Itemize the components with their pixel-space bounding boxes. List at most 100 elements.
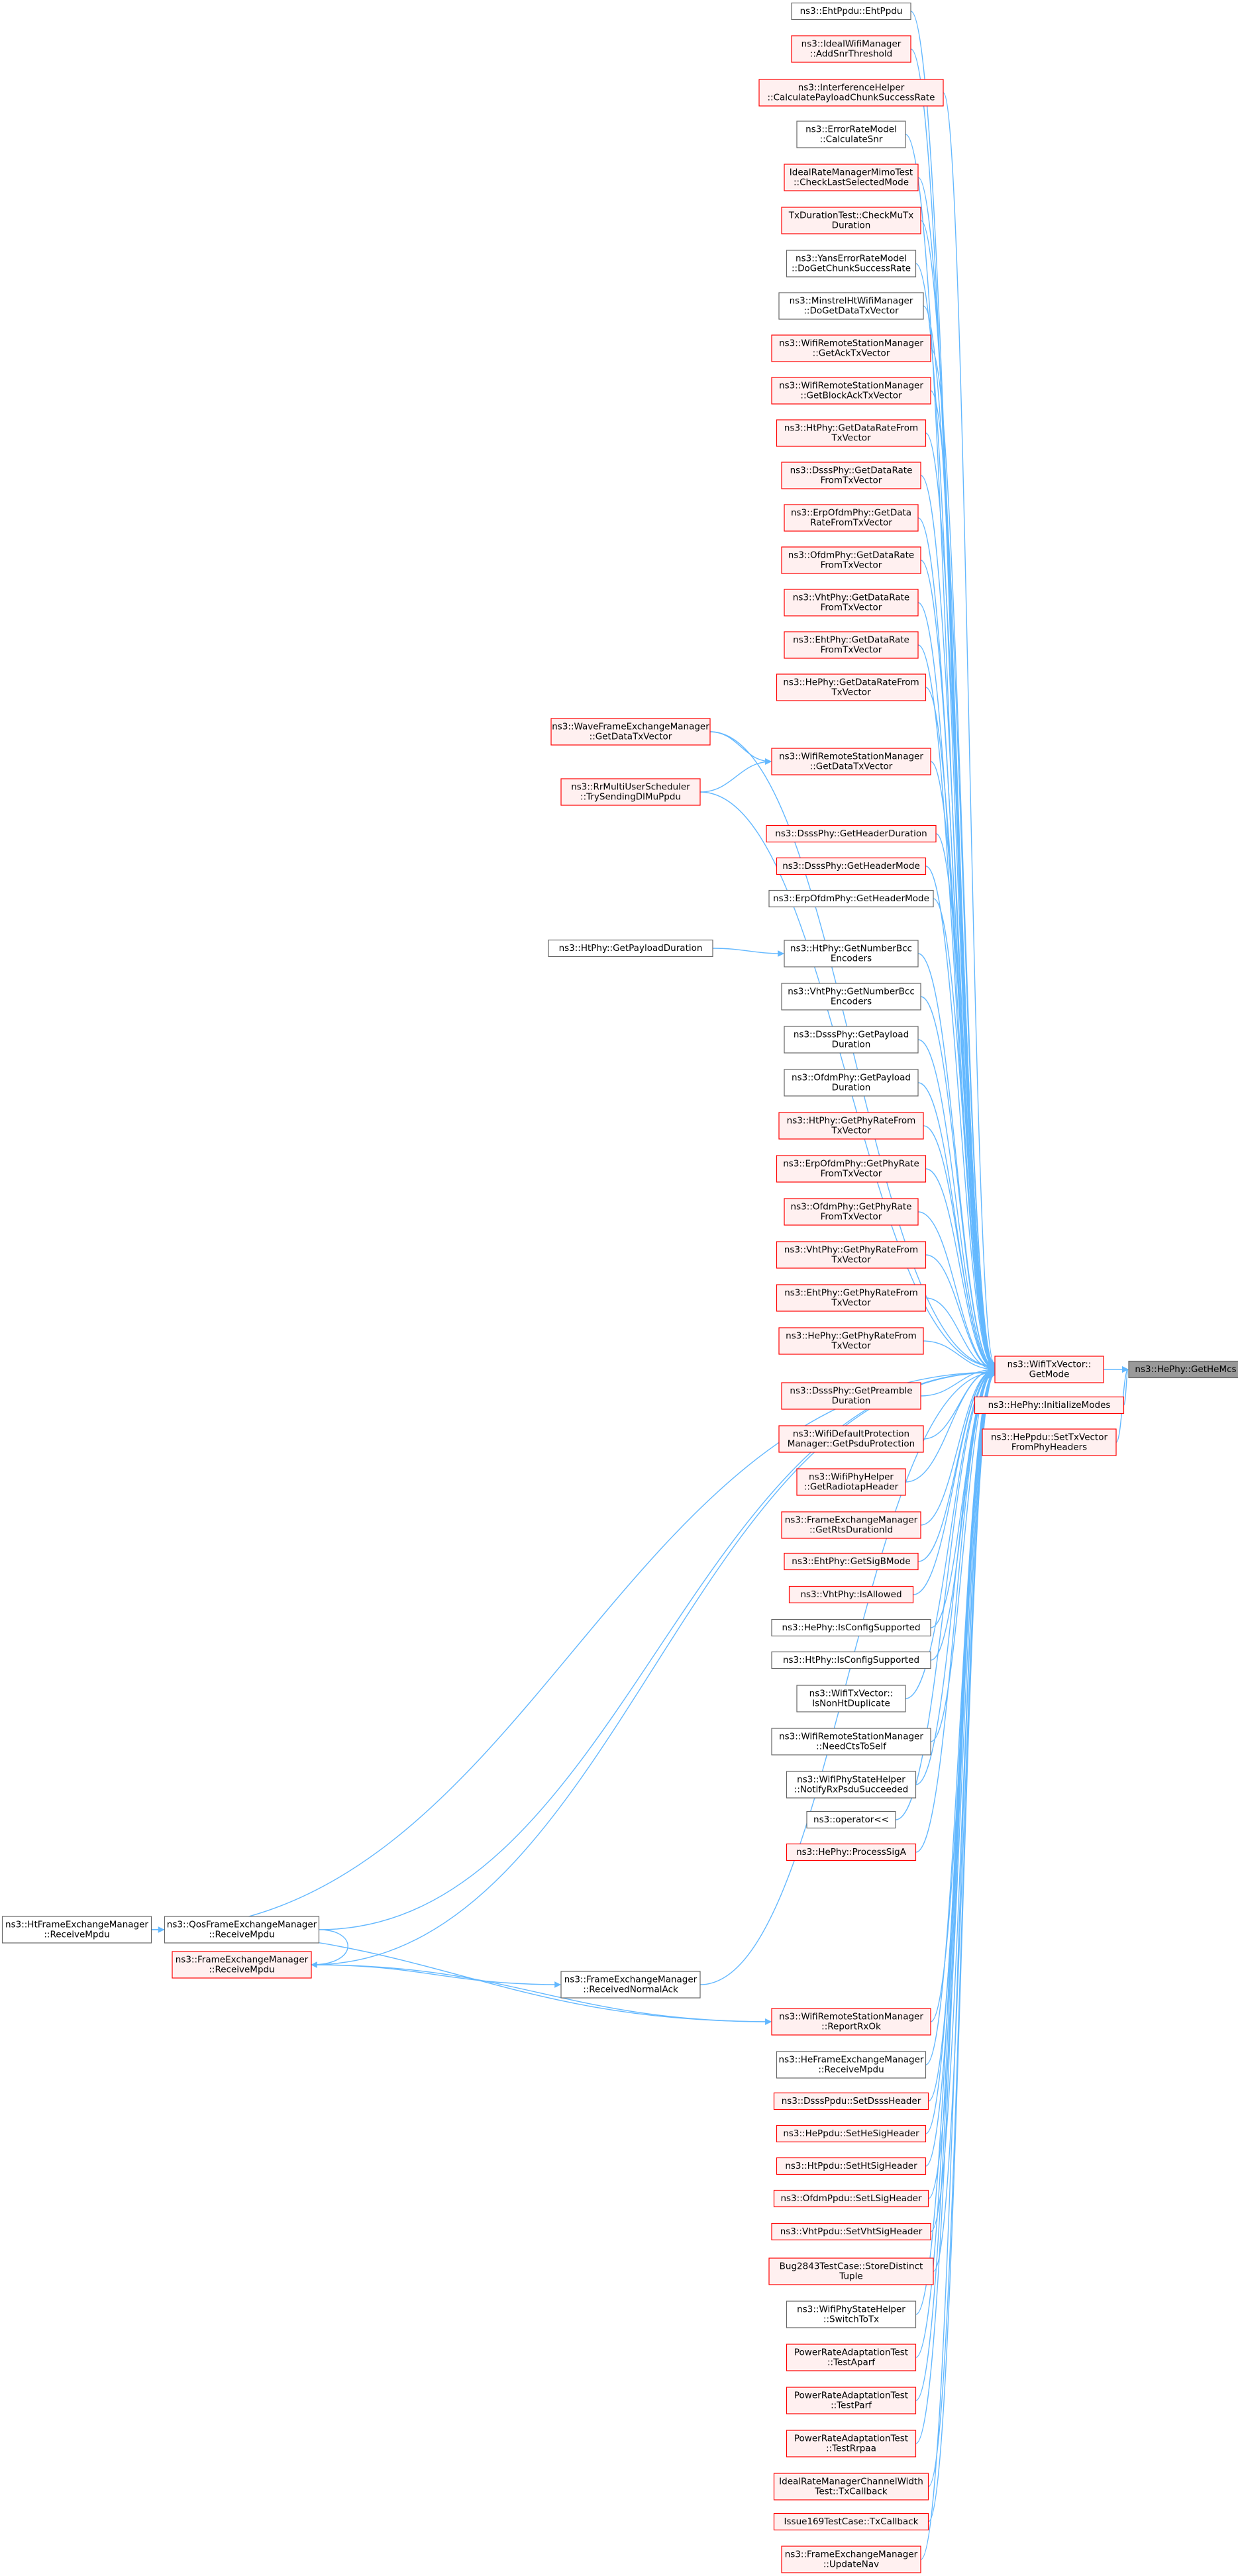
node-ns3-ehtphy-getsigbmode[interactable]: ns3::EhtPhy::GetSigBMode: [784, 1552, 919, 1571]
node-ns3-wifiremotestationmanager-getdatatxvector[interactable]: ns3::WifiRemoteStationManager::GetDataTx…: [771, 748, 931, 775]
node-ns3-erpofdmphy-getheadermode[interactable]: ns3::ErpOfdmPhy::GetHeaderMode: [768, 889, 934, 908]
node-issue169testcase-txcallback[interactable]: Issue169TestCase::TxCallback: [773, 2512, 929, 2531]
node-powerrateadaptationtest-testaparf[interactable]: PowerRateAdaptationTest::TestAparf: [786, 2344, 917, 2371]
node-label: ns3::EhtPhy::GetDataRate: [793, 635, 909, 646]
node-ns3-htphy-getpayloadduration[interactable]: ns3::HtPhy::GetPayloadDuration: [548, 939, 713, 958]
node-box: [784, 164, 919, 191]
node-box: [784, 1026, 919, 1054]
node-box: [786, 2387, 917, 2414]
node-label: ::ReceiveMpdu: [209, 1930, 274, 1940]
node-label: ns3::FrameExchangeManager: [176, 1955, 309, 1965]
edge-c55-to-getMode: [915, 1371, 995, 2401]
node-ns3-interferencehelper-calculatepayloadchunksuccessrate[interactable]: ns3::InterferenceHelper::CalculatePayloa…: [758, 79, 944, 107]
edge-waveGetDataTx-to-c18: [709, 731, 772, 765]
node-box: [771, 1618, 931, 1637]
edge-c54-to-getMode: [915, 1371, 995, 2358]
node-label: ns3::DsssPhy::GetPreamble: [790, 1386, 912, 1397]
node-ns3-frameexchangemanager-updatenav[interactable]: ns3::FrameExchangeManager::UpdateNav: [781, 2546, 921, 2573]
node-box: [778, 1327, 924, 1355]
node-label: Duration: [832, 221, 871, 231]
node-ns3-wifiphystatehelper-notifyrxpsdusucceeded[interactable]: ns3::WifiPhyStateHelper::NotifyRxPsduSuc…: [786, 1771, 917, 1799]
node-ns3-wifiphyhelper-getradiotapheader[interactable]: ns3::WifiPhyHelper::GetRadiotapHeader: [796, 1468, 906, 1496]
node-ns3-waveframeexchangemanager-getdatatxvector[interactable]: ns3::WaveFrameExchangeManager::GetDataTx…: [550, 718, 711, 746]
edge-c24-to-getMode: [917, 1039, 995, 1371]
node-powerrateadaptationtest-testrrpaa[interactable]: PowerRateAdaptationTest::TestRrpaa: [786, 2430, 917, 2457]
node-ns3-heppdu-sethesigheader[interactable]: ns3::HePpdu::SetHeSigHeader: [776, 2124, 927, 2143]
edge-c46-to-getMode: [925, 1369, 995, 2065]
node-box: [784, 589, 919, 617]
node-ns3-vhtppdu-setvhtsigheader[interactable]: ns3::VhtPpdu::SetVhtSigHeader: [771, 2222, 931, 2241]
node-ns3-hephy-processsiga[interactable]: ns3::HePhy::ProcessSigA: [786, 1843, 917, 1861]
node-ns3-dsssphy-getpayloadduration[interactable]: ns3::DsssPhy::GetPayloadDuration: [784, 1026, 919, 1054]
node-ns3-htframeexchangemanager-receivempdu[interactable]: ns3::HtFrameExchangeManager::ReceiveMpdu: [1, 1916, 152, 1944]
node-ns3-dsssphy-getheaderduration[interactable]: ns3::DsssPhy::GetHeaderDuration: [766, 824, 937, 843]
node-ns3-ehtppdu-ehtppdu[interactable]: ns3::EhtPpdu::EhtPpdu: [791, 2, 911, 21]
node-ns3-vhtphy-isallowed[interactable]: ns3::VhtPhy::IsAllowed: [788, 1585, 914, 1604]
node-ns3-wifidefaultprotectionmanager-getpsduprotection[interactable]: ns3::WifiDefaultProtectionManager::GetPs…: [778, 1425, 924, 1453]
node-idealratemanagermimotest-checklastselectedmode[interactable]: IdealRateManagerMimoTest::CheckLastSelec…: [784, 164, 919, 191]
node-idealratemanagerchannelwidthtest-txcallback[interactable]: IdealRateManagerChannelWidthTest::TxCall…: [773, 2473, 929, 2501]
node-ns3-frameexchangemanager-getrtsdurationid[interactable]: ns3::FrameExchangeManager::GetRtsDuratio…: [781, 1511, 921, 1539]
node-ns3-rrmultiuserscheduler-trysendingdlmuppdu[interactable]: ns3::RrMultiUserScheduler::TrySendingDlM…: [560, 778, 701, 806]
node-ns3-minstrelhtwifimanager-dogetdatatxvector[interactable]: ns3::MinstrelHtWifiManager::DoGetDataTxV…: [778, 292, 924, 320]
node-label: ns3::RrMultiUserScheduler: [571, 782, 690, 793]
node-ns3-wifitxvector-isnonhtduplicate[interactable]: ns3::WifiTxVector::IsNonHtDuplicate: [796, 1685, 906, 1712]
node-box: [788, 1585, 914, 1604]
node-ns3-wifiremotestationmanager-needctstoself[interactable]: ns3::WifiRemoteStationManager::NeedCtsTo…: [771, 1728, 931, 1756]
node-ns3-hephy-initializemodes[interactable]: ns3::HePhy::InitializeModes: [974, 1396, 1125, 1414]
node-ns3-yanserrorratemodel-dogetchunksuccessrate[interactable]: ns3::YansErrorRateModel::DoGetChunkSucce…: [786, 250, 917, 277]
node-label: FromTxVector: [821, 475, 882, 486]
node-ns3-wifiremotestationmanager-getacktxvector[interactable]: ns3::WifiRemoteStationManager::GetAckTxV…: [771, 334, 931, 362]
node-ns3-ofdmppdu-setlsigheader[interactable]: ns3::OfdmPpdu::SetLSigHeader: [773, 2189, 929, 2208]
node-ns3-qosframeexchangemanager-receivempdu[interactable]: ns3::QosFrameExchangeManager::ReceiveMpd…: [164, 1916, 320, 1944]
node-box: [773, 2092, 929, 2110]
node-ns3-frameexchangemanager-receivednormalack[interactable]: ns3::FrameExchangeManager::ReceivedNorma…: [560, 1971, 701, 1999]
node-ns3-operator[interactable]: ns3::operator<<: [806, 1810, 896, 1829]
node-ns3-heframeexchangemanager-receivempdu[interactable]: ns3::HeFrameExchangeManager::ReceiveMpdu: [776, 2051, 927, 2079]
node-powerrateadaptationtest-testparf[interactable]: PowerRateAdaptationTest::TestParf: [786, 2387, 917, 2414]
node-ns3-wifitxvector-getmode[interactable]: ns3::WifiTxVector::GetMode: [994, 1356, 1104, 1383]
node-ns3-wifiremotestationmanager-getblockacktxvector[interactable]: ns3::WifiRemoteStationManager::GetBlockA…: [771, 377, 931, 405]
node-label: ns3::EhtPhy::GetPhyRateFrom: [784, 1288, 918, 1299]
node-label: IsNonHtDuplicate: [812, 1699, 890, 1709]
edge-layer: [151, 11, 1129, 2560]
node-ns3-ofdmphy-getpayloadduration[interactable]: ns3::OfdmPhy::GetPayloadDuration: [784, 1069, 919, 1097]
node-ns3-htphy-isconfigsupported[interactable]: ns3::HtPhy::IsConfigSupported: [771, 1651, 931, 1669]
node-ns3-hephy-isconfigsupported[interactable]: ns3::HePhy::IsConfigSupported: [771, 1618, 931, 1637]
node-ns3-hephy-gethemcs[interactable]: ns3::HePhy::GetHeMcs: [1128, 1360, 1238, 1379]
node-label: ::UpdateNav: [823, 2559, 879, 2570]
node-ns3-wifiphystatehelper-switchtotx[interactable]: ns3::WifiPhyStateHelper::SwitchToTx: [786, 2301, 917, 2328]
node-label: ns3::operator<<: [813, 1814, 889, 1825]
node-ns3-dsssppdu-setdsssheader[interactable]: ns3::DsssPpdu::SetDsssHeader: [773, 2092, 929, 2110]
node-box: [781, 462, 921, 489]
node-label: TxVector: [831, 1255, 871, 1265]
node-ns3-idealwifimanager-addsnrthreshold[interactable]: ns3::IdealWifiManager::AddSnrThreshold: [791, 35, 911, 63]
node-ns3-htppdu-sethtsigheader[interactable]: ns3::HtPpdu::SetHtSigHeader: [776, 2157, 927, 2175]
node-ns3-wifiremotestationmanager-reportrxok[interactable]: ns3::WifiRemoteStationManager::ReportRxO…: [771, 2008, 931, 2036]
edge-c7-to-getMode: [915, 263, 995, 1367]
node-ns3-errorratemodel-calculatesnr[interactable]: ns3::ErrorRateModel::CalculateSnr: [796, 121, 906, 148]
node-ns3-frameexchangemanager-receivempdu[interactable]: ns3::FrameExchangeManager::ReceiveMpdu: [172, 1951, 312, 1979]
node-ns3-dsssphy-getheadermode[interactable]: ns3::DsssPhy::GetHeaderMode: [776, 857, 927, 875]
node-label: ::ReportRxOk: [821, 2022, 881, 2032]
edge-c27-to-getMode: [925, 1168, 995, 1372]
